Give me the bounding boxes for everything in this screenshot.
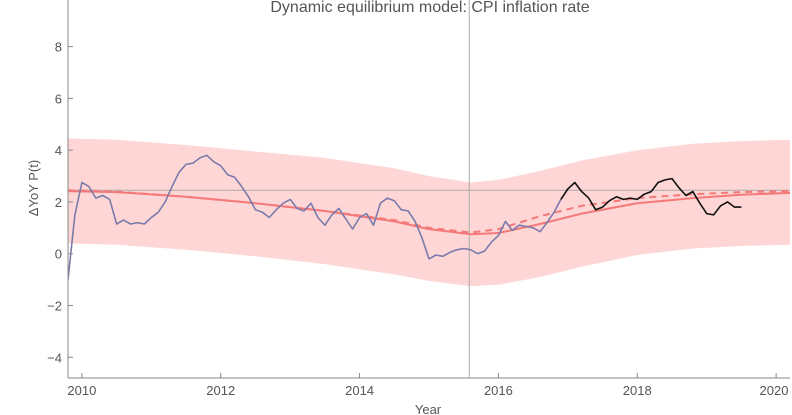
- data-lines: [68, 154, 742, 280]
- x-tick-label: 2018: [623, 383, 652, 398]
- model-lines: [68, 189, 790, 236]
- y-tick-label: 0: [55, 247, 62, 262]
- x-tick-label: 2012: [206, 383, 235, 398]
- y-tick-label: 8: [55, 40, 62, 55]
- y-tick-label: −4: [47, 350, 62, 365]
- y-tick-label: 6: [55, 91, 62, 106]
- x-axis-label: Year: [415, 402, 442, 415]
- y-tick-label: 4: [55, 143, 62, 158]
- y-tick-label: −2: [47, 299, 62, 314]
- x-axis-ticks: 2010 2012 2014 2016 2018 2020: [67, 373, 788, 398]
- y-axis-ticks: −4 −2 0 2 4 6 8: [47, 40, 73, 365]
- y-axis-label: ΔYoY P(t): [26, 160, 41, 216]
- confidence-band: [68, 138, 790, 287]
- model-confidence-band: [68, 138, 790, 287]
- data-line-pre: [68, 154, 562, 280]
- data-line-post: [560, 177, 742, 216]
- model-solid-line: [68, 190, 790, 236]
- y-tick-label: 2: [55, 195, 62, 210]
- x-tick-label: 2016: [484, 383, 513, 398]
- x-tick-label: 2014: [345, 383, 374, 398]
- x-tick-label: 2020: [760, 383, 789, 398]
- x-tick-label: 2010: [67, 383, 96, 398]
- chart-title: Dynamic equilibrium model: CPI inflation…: [270, 0, 589, 16]
- model-dashed-line: [68, 189, 790, 234]
